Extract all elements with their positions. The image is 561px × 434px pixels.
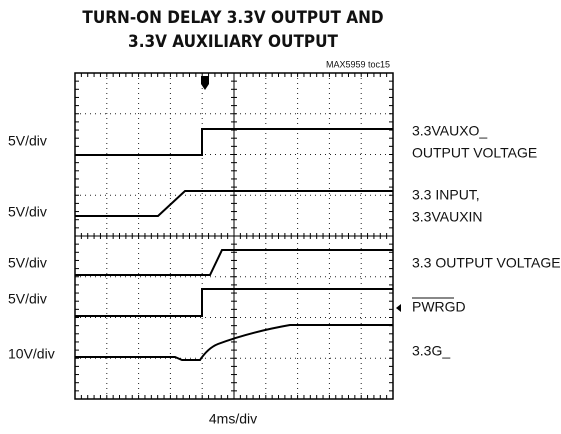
title-line: 3.3V AUXILIARY OUTPUT — [128, 32, 338, 52]
trace — [75, 128, 393, 156]
trace — [75, 288, 393, 317]
trace — [75, 249, 393, 276]
channel-label: 3.3 INPUT, — [412, 187, 480, 203]
scale-label: 5V/div — [8, 255, 47, 271]
trace — [75, 190, 393, 217]
timebase-label: 4ms/div — [209, 411, 257, 427]
labels: 5V/div 5V/div 5V/div 5V/div 10V/div 3.3V… — [8, 123, 561, 427]
scale-label: 5V/div — [8, 133, 47, 149]
scale-label: 10V/div — [8, 346, 55, 362]
figure-code: MAX5959 toc15 — [326, 59, 390, 69]
channel-label: 3.3 OUTPUT VOLTAGE — [412, 255, 561, 271]
scale-label: 5V/div — [8, 204, 47, 220]
channel-label: 3.3G_ — [412, 343, 450, 359]
scale-label: 5V/div — [8, 291, 47, 307]
title-line: TURN-ON DELAY 3.3V OUTPUT AND — [82, 8, 383, 28]
traces — [75, 76, 401, 361]
channel-label: PWRGD — [412, 299, 466, 315]
screen — [74, 72, 394, 400]
channel-label: 3.3VAUXIN — [412, 209, 483, 225]
channel-label: OUTPUT VOLTAGE — [412, 145, 537, 161]
level-marker — [396, 304, 401, 312]
trigger-marker — [201, 76, 209, 90]
channel-label: 3.3VAUXO_ — [412, 123, 487, 139]
trace — [75, 324, 393, 361]
